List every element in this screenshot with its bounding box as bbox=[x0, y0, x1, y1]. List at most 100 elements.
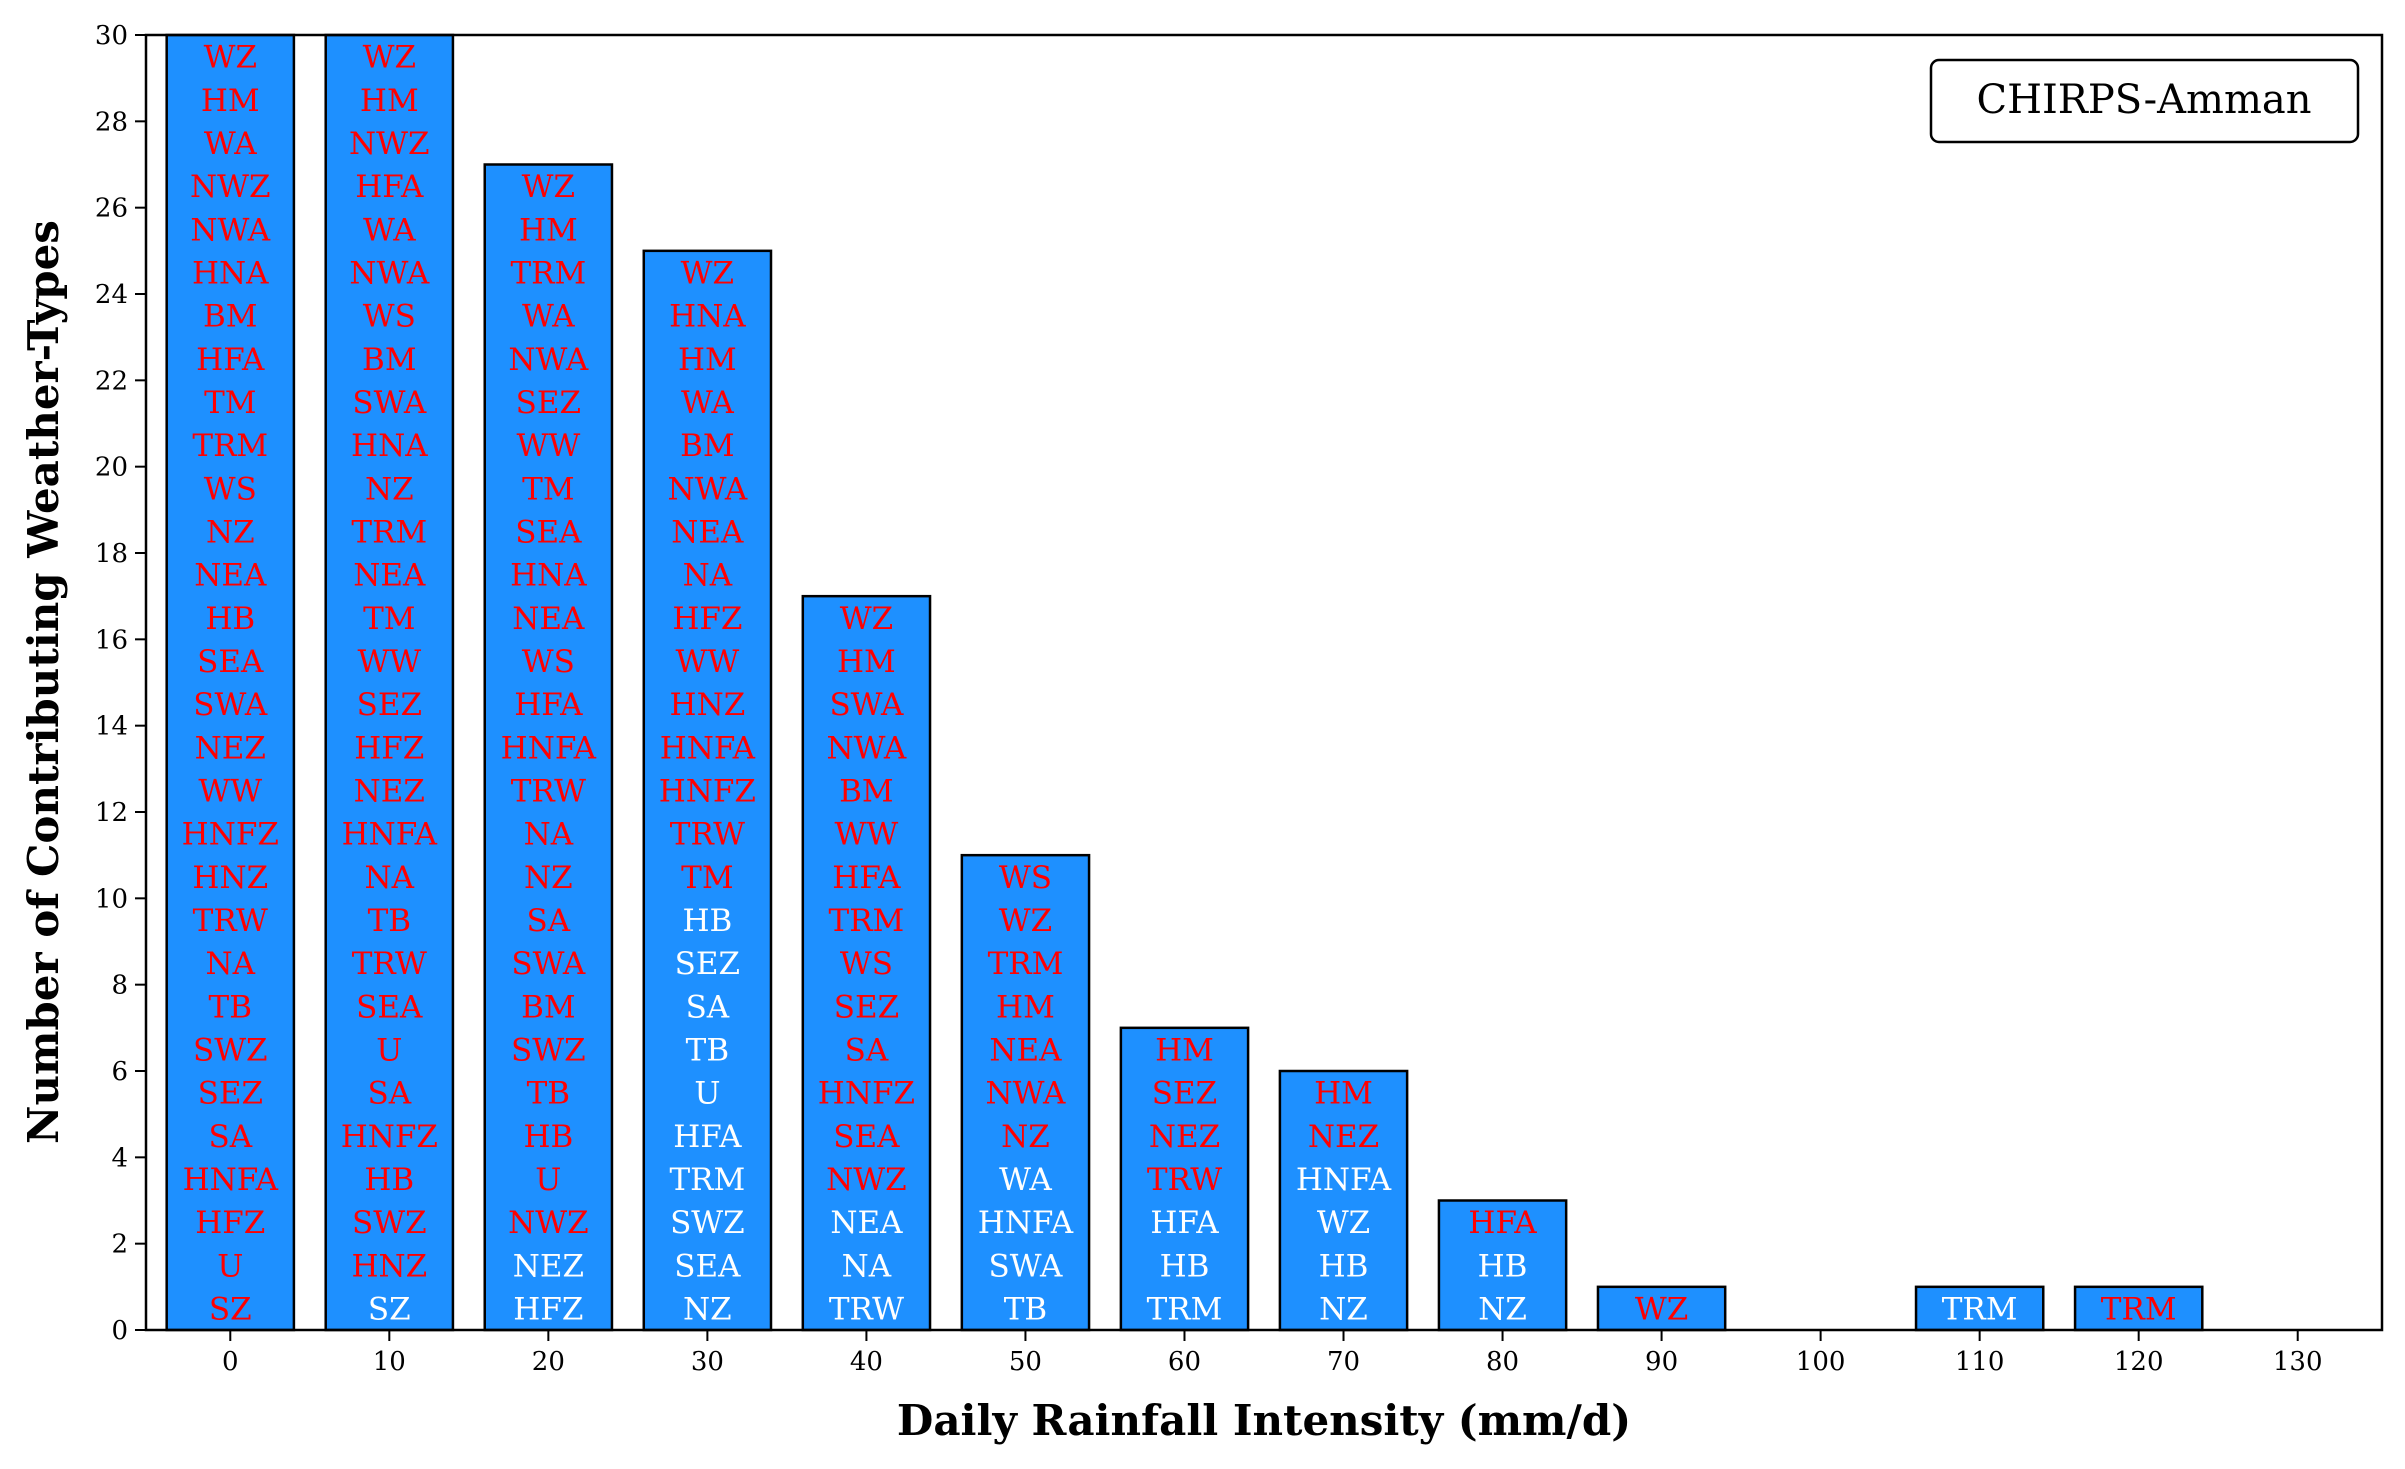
bar-label: BM bbox=[362, 342, 417, 378]
bar-label: TM bbox=[363, 601, 415, 637]
bar-label: NZ bbox=[1319, 1291, 1368, 1327]
y-tick-label: 0 bbox=[111, 1316, 128, 1346]
bar-label: HM bbox=[1314, 1076, 1373, 1112]
bar-label: TRM bbox=[670, 1162, 746, 1198]
bar-label: TRM bbox=[351, 514, 427, 550]
bar-label: NWZ bbox=[826, 1162, 907, 1198]
bar-label: TRW bbox=[352, 946, 427, 982]
bar-label: NZ bbox=[683, 1291, 732, 1327]
bar-label: SA bbox=[845, 1032, 889, 1068]
bar-label: WZ bbox=[363, 40, 416, 76]
bar-label: TB bbox=[368, 903, 411, 939]
bar-label: NA bbox=[842, 1248, 892, 1284]
bar-label: SEA bbox=[356, 989, 423, 1025]
bar-70 bbox=[1278, 1069, 1409, 1332]
bar-label: U bbox=[376, 1032, 402, 1068]
y-tick-label: 24 bbox=[95, 280, 128, 310]
bar-label: HB bbox=[1319, 1248, 1369, 1284]
bar-label: TM bbox=[681, 860, 733, 896]
bar-label: NWZ bbox=[190, 169, 271, 205]
bar-label: SEZ bbox=[834, 989, 899, 1025]
bar-label: WW bbox=[198, 773, 262, 809]
y-tick-label: 20 bbox=[95, 453, 128, 483]
bar-label: WS bbox=[522, 644, 575, 680]
bar-label: U bbox=[694, 1076, 720, 1112]
bar-label: TRW bbox=[193, 903, 268, 939]
bar-label: SEZ bbox=[516, 385, 581, 421]
bar-label: SWA bbox=[352, 385, 427, 421]
bar-label: NWA bbox=[986, 1076, 1066, 1112]
bar-label: TB bbox=[527, 1076, 570, 1112]
bar-label: NWA bbox=[349, 255, 429, 291]
bar-label: HM bbox=[996, 989, 1055, 1025]
bar-label: NWA bbox=[667, 471, 747, 507]
bar-label: WS bbox=[204, 471, 257, 507]
y-tick-label: 2 bbox=[111, 1230, 128, 1260]
bar-label: TB bbox=[686, 1032, 729, 1068]
bar-label: HFA bbox=[355, 169, 424, 205]
bar-label: SEZ bbox=[675, 946, 740, 982]
bar-label: HM bbox=[519, 212, 578, 248]
bar-label: WZ bbox=[1317, 1205, 1370, 1241]
bar-label: WS bbox=[363, 299, 416, 335]
bar-label: HFA bbox=[673, 1119, 742, 1155]
bar-label: SWA bbox=[193, 687, 268, 723]
bar-label: HFA bbox=[514, 687, 583, 723]
bar-label: HM bbox=[360, 83, 419, 119]
bar-110 bbox=[1914, 1285, 2045, 1332]
bar-label: HNA bbox=[192, 255, 269, 291]
bar-label: WA bbox=[681, 385, 734, 421]
bar-label: TRM bbox=[829, 903, 905, 939]
bar-50 bbox=[960, 853, 1091, 1332]
bar-label: HB bbox=[682, 903, 732, 939]
bar-label: NWA bbox=[190, 212, 270, 248]
x-tick-label: 40 bbox=[850, 1347, 883, 1377]
bar-label: HFA bbox=[832, 860, 901, 896]
bar-label: HNFZ bbox=[818, 1076, 915, 1112]
bar-label: SEZ bbox=[198, 1076, 263, 1112]
bar-0 bbox=[165, 33, 296, 1332]
y-axis-title: Number of Contributing Weather-Types bbox=[19, 220, 68, 1144]
bar-label: NWA bbox=[826, 730, 906, 766]
bar-label: TB bbox=[209, 989, 252, 1025]
y-tick-label: 22 bbox=[95, 366, 128, 396]
bar-label: BM bbox=[839, 773, 894, 809]
bar-label: HNZ bbox=[670, 687, 746, 723]
bar-label: HNZ bbox=[192, 860, 268, 896]
bar-label: HFZ bbox=[354, 730, 424, 766]
bar-label: NZ bbox=[206, 514, 255, 550]
bar-label: TM bbox=[204, 385, 256, 421]
bar-label: TB bbox=[1004, 1291, 1047, 1327]
bar-label: SEA bbox=[515, 514, 582, 550]
bar-label: SWA bbox=[511, 946, 586, 982]
y-tick-label: 4 bbox=[111, 1143, 128, 1173]
bar-label: NWZ bbox=[508, 1205, 589, 1241]
bar-label: HNA bbox=[510, 558, 587, 594]
bar-label: TRM bbox=[510, 255, 586, 291]
bar-label: WA bbox=[204, 126, 257, 162]
bar-label: NZ bbox=[1478, 1291, 1527, 1327]
bar-label: TRM bbox=[2101, 1291, 2177, 1327]
bar-label: NEZ bbox=[1149, 1119, 1220, 1155]
bar-label: HM bbox=[678, 342, 737, 378]
bar-label: TRM bbox=[1147, 1291, 1223, 1327]
bar-label: SEZ bbox=[357, 687, 422, 723]
bar-label: SA bbox=[208, 1119, 252, 1155]
bar-label: WA bbox=[363, 212, 416, 248]
bar-label: HNFA bbox=[342, 817, 438, 853]
bar-label: HM bbox=[837, 644, 896, 680]
bar-label: WA bbox=[999, 1162, 1052, 1198]
x-tick-label: 110 bbox=[1955, 1347, 2005, 1377]
bar-label: HM bbox=[201, 83, 260, 119]
bar-120 bbox=[2073, 1285, 2204, 1332]
bar-label: SEA bbox=[197, 644, 264, 680]
y-tick-label: 10 bbox=[95, 884, 128, 914]
bar-label: NEA bbox=[671, 514, 744, 550]
y-tick-label: 16 bbox=[95, 625, 128, 655]
bar-label: TM bbox=[522, 471, 574, 507]
bar-label: NEZ bbox=[354, 773, 425, 809]
bar-label: BM bbox=[521, 989, 576, 1025]
bar-label: WZ bbox=[999, 903, 1052, 939]
bar-label: WZ bbox=[204, 40, 257, 76]
bars-layer: WZ HM WA NWZ NWA HNA BM HFA TM TRM WS NZ NEA HB SEA SWA… bbox=[165, 33, 2204, 1332]
